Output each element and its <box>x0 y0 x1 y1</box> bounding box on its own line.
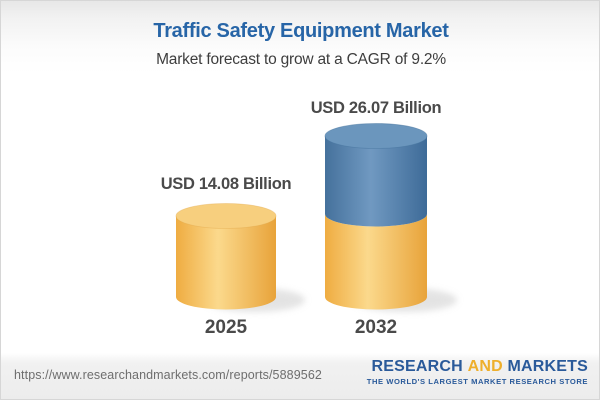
cylinder-2032-top-cap <box>324 123 428 149</box>
logo-word-markets: MARKETS <box>507 358 588 375</box>
cylinder-2025 <box>175 203 277 310</box>
logo-tagline: THE WORLD'S LARGEST MARKET RESEARCH STOR… <box>366 377 588 386</box>
logo-word-research: RESEARCH <box>371 358 463 375</box>
page-subtitle: Market forecast to grow at a CAGR of 9.2… <box>156 51 446 68</box>
axis-label-2032: 2032 <box>354 317 398 338</box>
report-url: https://www.researchandmarkets.com/repor… <box>14 368 322 382</box>
cylinder-2032-lower-segment <box>325 214 427 310</box>
logo-wordmark: RESEARCH AND MARKETS <box>367 358 588 376</box>
cylinder-2025-top-cap <box>175 203 277 229</box>
cylinder-2032 <box>324 123 428 310</box>
value-label-2032: USD 26.07 Billion <box>310 99 442 117</box>
cylinder-2025-body <box>176 216 276 310</box>
logo-word-and: AND <box>467 358 503 375</box>
axis-label-2025: 2025 <box>204 317 248 338</box>
value-label-2025: USD 14.08 Billion <box>160 175 292 193</box>
cylinder-2032-upper-segment <box>325 136 427 227</box>
research-and-markets-logo: RESEARCH AND MARKETS THE WORLD'S LARGEST… <box>367 358 588 386</box>
page-title: Traffic Safety Equipment Market <box>153 20 449 42</box>
